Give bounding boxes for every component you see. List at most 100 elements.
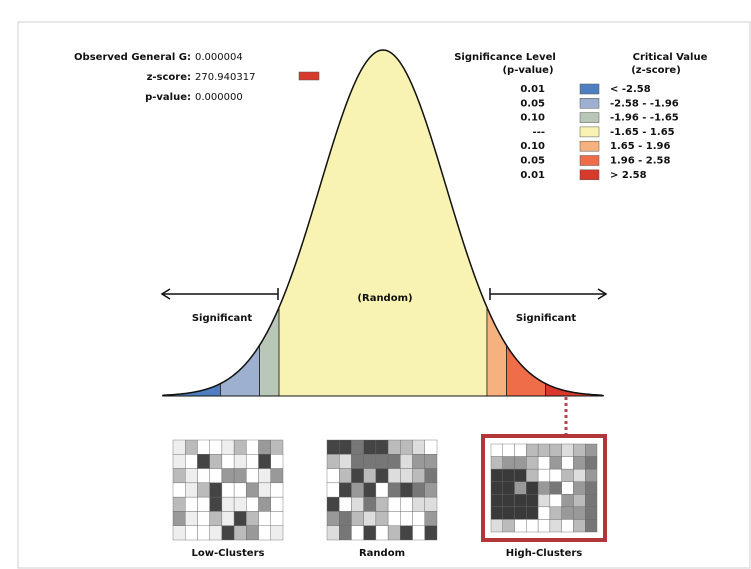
map-cell: [197, 454, 209, 468]
legend-z: -1.96 - -1.65: [610, 113, 679, 124]
map-cell: [526, 469, 538, 482]
map-cell: [271, 511, 283, 525]
map-cell: [364, 454, 376, 468]
map-cell: [351, 511, 363, 525]
map-cell: [376, 440, 388, 454]
legend-swatch: [580, 170, 599, 180]
map-cell: [376, 526, 388, 540]
map-cell: [400, 483, 412, 497]
map-cell: [413, 483, 425, 497]
map-cell: [210, 511, 222, 525]
legend-p: 0.10: [520, 113, 545, 124]
legend-z: -1.65 - 1.65: [610, 127, 675, 138]
map-cell: [400, 497, 412, 511]
map-cell: [515, 494, 527, 507]
legend-swatch: [580, 127, 599, 137]
map-cell: [491, 519, 503, 532]
map-cell: [327, 454, 339, 468]
map-cell: [550, 457, 562, 470]
map-cell: [364, 469, 376, 483]
map-cell: [503, 469, 515, 482]
map-cell: [197, 483, 209, 497]
map-cell: [585, 444, 597, 457]
map-cell: [573, 519, 585, 532]
map-cell: [234, 454, 246, 468]
map-cell: [173, 526, 185, 540]
summary-value: 0.000000: [195, 92, 243, 103]
map-cell: [538, 444, 550, 457]
legend-swatch: [580, 141, 599, 151]
map-cell: [259, 497, 271, 511]
legend-p: 0.05: [520, 98, 545, 109]
map-cell: [425, 483, 437, 497]
map-cell: [585, 457, 597, 470]
map-cell: [526, 519, 538, 532]
map-cell: [185, 497, 197, 511]
map-cell: [491, 469, 503, 482]
legend-z: 1.65 - 1.96: [610, 141, 671, 152]
map-cell: [515, 444, 527, 457]
curve-label: Significant: [192, 313, 253, 324]
map-cell: [425, 497, 437, 511]
map-cell: [562, 469, 574, 482]
map-cell: [515, 482, 527, 495]
map-cell: [234, 440, 246, 454]
map-cell: [425, 469, 437, 483]
summary-value: 0.000004: [195, 52, 243, 63]
map-cell: [246, 440, 258, 454]
map-cell: [259, 511, 271, 525]
map-cell: [234, 483, 246, 497]
map-cell: [351, 497, 363, 511]
map-cell: [526, 482, 538, 495]
map-cell: [271, 497, 283, 511]
map-cell: [388, 497, 400, 511]
map-cell: [339, 497, 351, 511]
map-cell: [376, 483, 388, 497]
map-cell: [425, 511, 437, 525]
map-cell: [197, 469, 209, 483]
map-cell: [526, 494, 538, 507]
map-cell: [246, 526, 258, 540]
map-cell: [491, 482, 503, 495]
map-cell: [413, 454, 425, 468]
map-cell: [210, 526, 222, 540]
map-cell: [515, 507, 527, 520]
map-cell: [376, 454, 388, 468]
legend-z: < -2.58: [610, 84, 651, 95]
map-cell: [538, 457, 550, 470]
map-label: Low-Clusters: [192, 548, 265, 559]
map-cell: [376, 497, 388, 511]
map-cell: [388, 454, 400, 468]
map-cell: [562, 444, 574, 457]
map-cell: [425, 440, 437, 454]
map-cell: [388, 526, 400, 540]
map-cell: [413, 526, 425, 540]
legend-header: (z-score): [631, 65, 681, 76]
map-cell: [585, 469, 597, 482]
map-cell: [585, 519, 597, 532]
map-cell: [185, 511, 197, 525]
map-cell: [503, 494, 515, 507]
map-cell: [413, 497, 425, 511]
map-cell: [339, 483, 351, 497]
map-cell: [351, 440, 363, 454]
curve-label: Significant: [516, 313, 577, 324]
map-cell: [364, 497, 376, 511]
map-cell: [222, 440, 234, 454]
map-cell: [246, 454, 258, 468]
map-cell: [503, 444, 515, 457]
legend-swatch: [580, 98, 599, 108]
map-cell: [503, 482, 515, 495]
map-cell: [491, 507, 503, 520]
summary-value: 270.940317: [195, 72, 255, 83]
map-cell: [222, 511, 234, 525]
map-cell: [491, 444, 503, 457]
map-cell: [327, 440, 339, 454]
map-cell: [185, 526, 197, 540]
map-cell: [173, 483, 185, 497]
map-cell: [562, 494, 574, 507]
map-cell: [400, 469, 412, 483]
map-cell: [210, 469, 222, 483]
map-cell: [271, 526, 283, 540]
map-cell: [271, 483, 283, 497]
